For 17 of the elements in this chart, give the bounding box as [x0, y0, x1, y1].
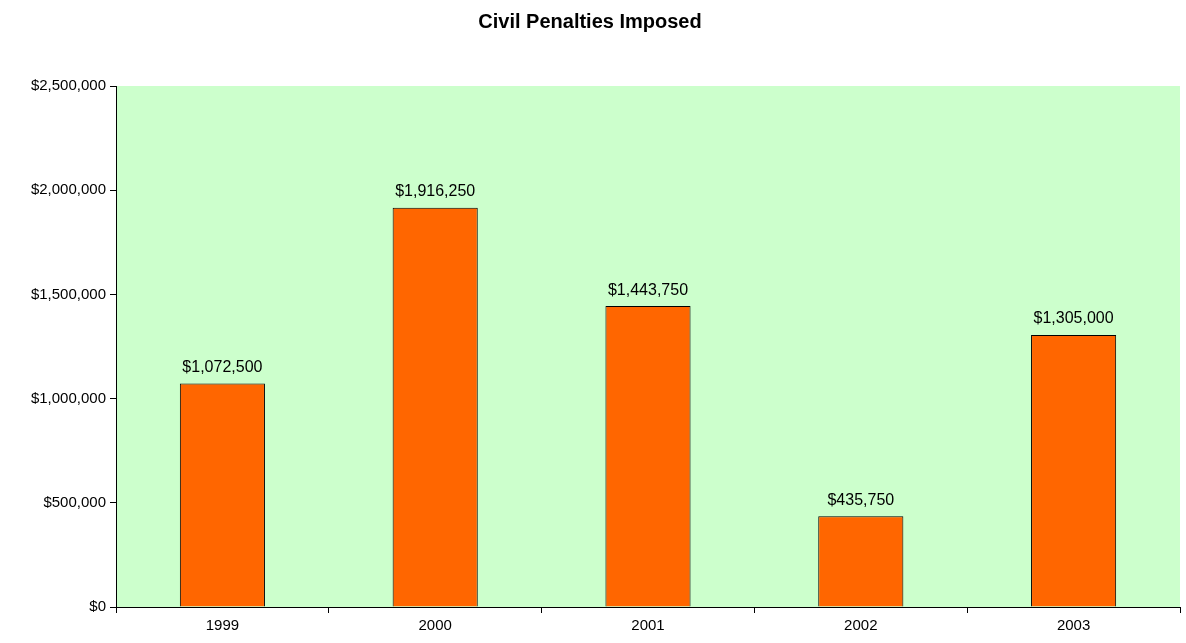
y-tick-label: $0 — [89, 597, 106, 615]
data-label: $1,916,250 — [395, 182, 476, 200]
data-label: $1,443,750 — [607, 280, 689, 298]
y-tick-label: $500,000 — [43, 492, 106, 510]
x-tick-label: 1999 — [205, 616, 240, 634]
x-tick-label: 2003 — [1056, 616, 1091, 634]
data-label: $1,305,000 — [1033, 309, 1114, 327]
x-tick-label: 2000 — [418, 616, 452, 634]
data-label: $1,072,500 — [182, 357, 263, 375]
data-label: $435,750 — [827, 490, 895, 508]
chart-title: Civil Penalties Imposed — [478, 9, 702, 32]
y-tick-label: $1,000,000 — [30, 388, 106, 406]
y-tick-label: $1,500,000 — [30, 284, 106, 302]
y-tick-label: $2,000,000 — [30, 180, 106, 198]
y-tick-label: $2,500,000 — [30, 76, 106, 94]
x-tick-label: 2002 — [844, 616, 878, 634]
x-tick-label: 2001 — [631, 616, 665, 634]
